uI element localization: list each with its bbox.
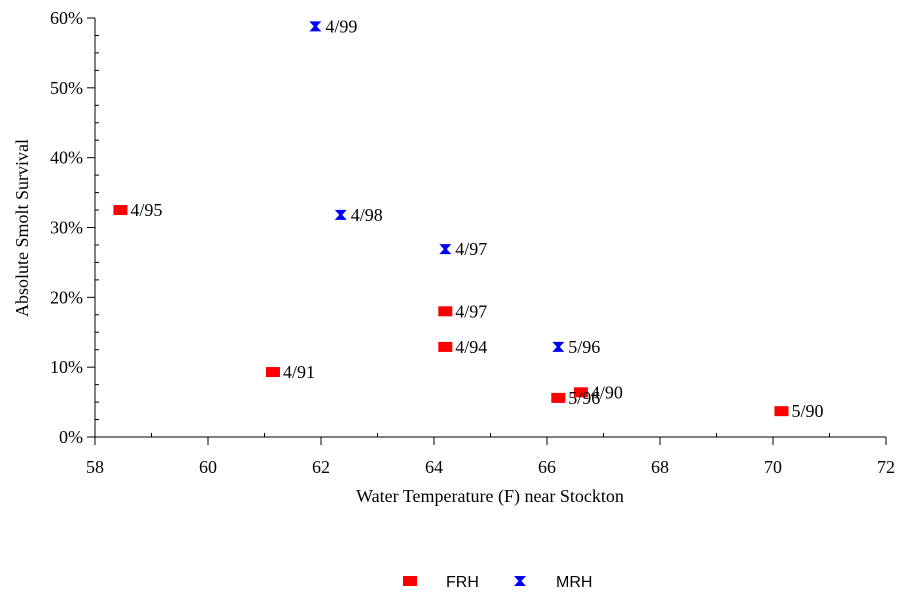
x-tick-label: 58 bbox=[86, 457, 104, 477]
x-tick-label: 60 bbox=[199, 457, 217, 477]
y-tick-label: 60% bbox=[50, 8, 83, 28]
y-tick-label: 30% bbox=[50, 218, 83, 238]
frh-point-label: 4/94 bbox=[455, 337, 487, 357]
x-tick-label: 70 bbox=[764, 457, 782, 477]
y-tick-label: 10% bbox=[50, 357, 83, 377]
y-axis: 0% 10% 20% 30% 40% 50% 60% bbox=[50, 8, 99, 447]
frh-point-label: 5/90 bbox=[791, 401, 823, 421]
x-tick-label: 64 bbox=[425, 457, 443, 477]
frh-point bbox=[438, 341, 453, 352]
x-tick-label: 72 bbox=[877, 457, 895, 477]
frh-point bbox=[113, 205, 128, 216]
frh-legend-marker bbox=[403, 576, 417, 586]
y-tick-label: 50% bbox=[50, 78, 83, 98]
y-tick-label: 0% bbox=[59, 427, 83, 447]
mrh-point bbox=[334, 209, 347, 220]
frh-point bbox=[551, 392, 566, 403]
mrh-legend-marker bbox=[514, 576, 526, 586]
legend: FRH MRH bbox=[403, 574, 592, 591]
data-points bbox=[113, 21, 789, 417]
mrh-point bbox=[439, 244, 452, 255]
y-tick-label: 20% bbox=[50, 287, 83, 307]
y-tick-label: 40% bbox=[50, 148, 83, 168]
frh-point-label: 4/97 bbox=[455, 301, 487, 321]
mrh-point-label: 4/97 bbox=[455, 239, 487, 259]
x-axis: 58 60 62 64 66 68 70 72 bbox=[86, 433, 895, 477]
point-labels: 4/954/914/974/945/964/905/904/994/984/97… bbox=[130, 16, 823, 421]
x-tick-label: 68 bbox=[651, 457, 669, 477]
x-tick-label: 66 bbox=[538, 457, 556, 477]
frh-point-label: 4/95 bbox=[130, 200, 162, 220]
mrh-point-label: 5/96 bbox=[568, 337, 600, 357]
mrh-point-label: 4/99 bbox=[325, 16, 357, 36]
mrh-point bbox=[552, 341, 565, 352]
frh-point bbox=[438, 306, 453, 317]
x-axis-title: Water Temperature (F) near Stockton bbox=[356, 486, 624, 507]
mrh-legend-label: MRH bbox=[556, 574, 592, 591]
frh-legend-label: FRH bbox=[446, 574, 479, 591]
y-axis-title: Absolute Smolt Survival bbox=[12, 139, 32, 317]
mrh-point-label: 4/98 bbox=[351, 205, 383, 225]
mrh-point bbox=[309, 21, 322, 32]
frh-point bbox=[573, 387, 588, 398]
frh-point-label: 4/90 bbox=[591, 382, 623, 402]
frh-point-label: 4/91 bbox=[283, 362, 315, 382]
frh-point-label: 5/96 bbox=[568, 388, 600, 408]
frh-point bbox=[774, 406, 789, 417]
x-tick-label: 62 bbox=[312, 457, 330, 477]
frh-point bbox=[265, 367, 280, 378]
